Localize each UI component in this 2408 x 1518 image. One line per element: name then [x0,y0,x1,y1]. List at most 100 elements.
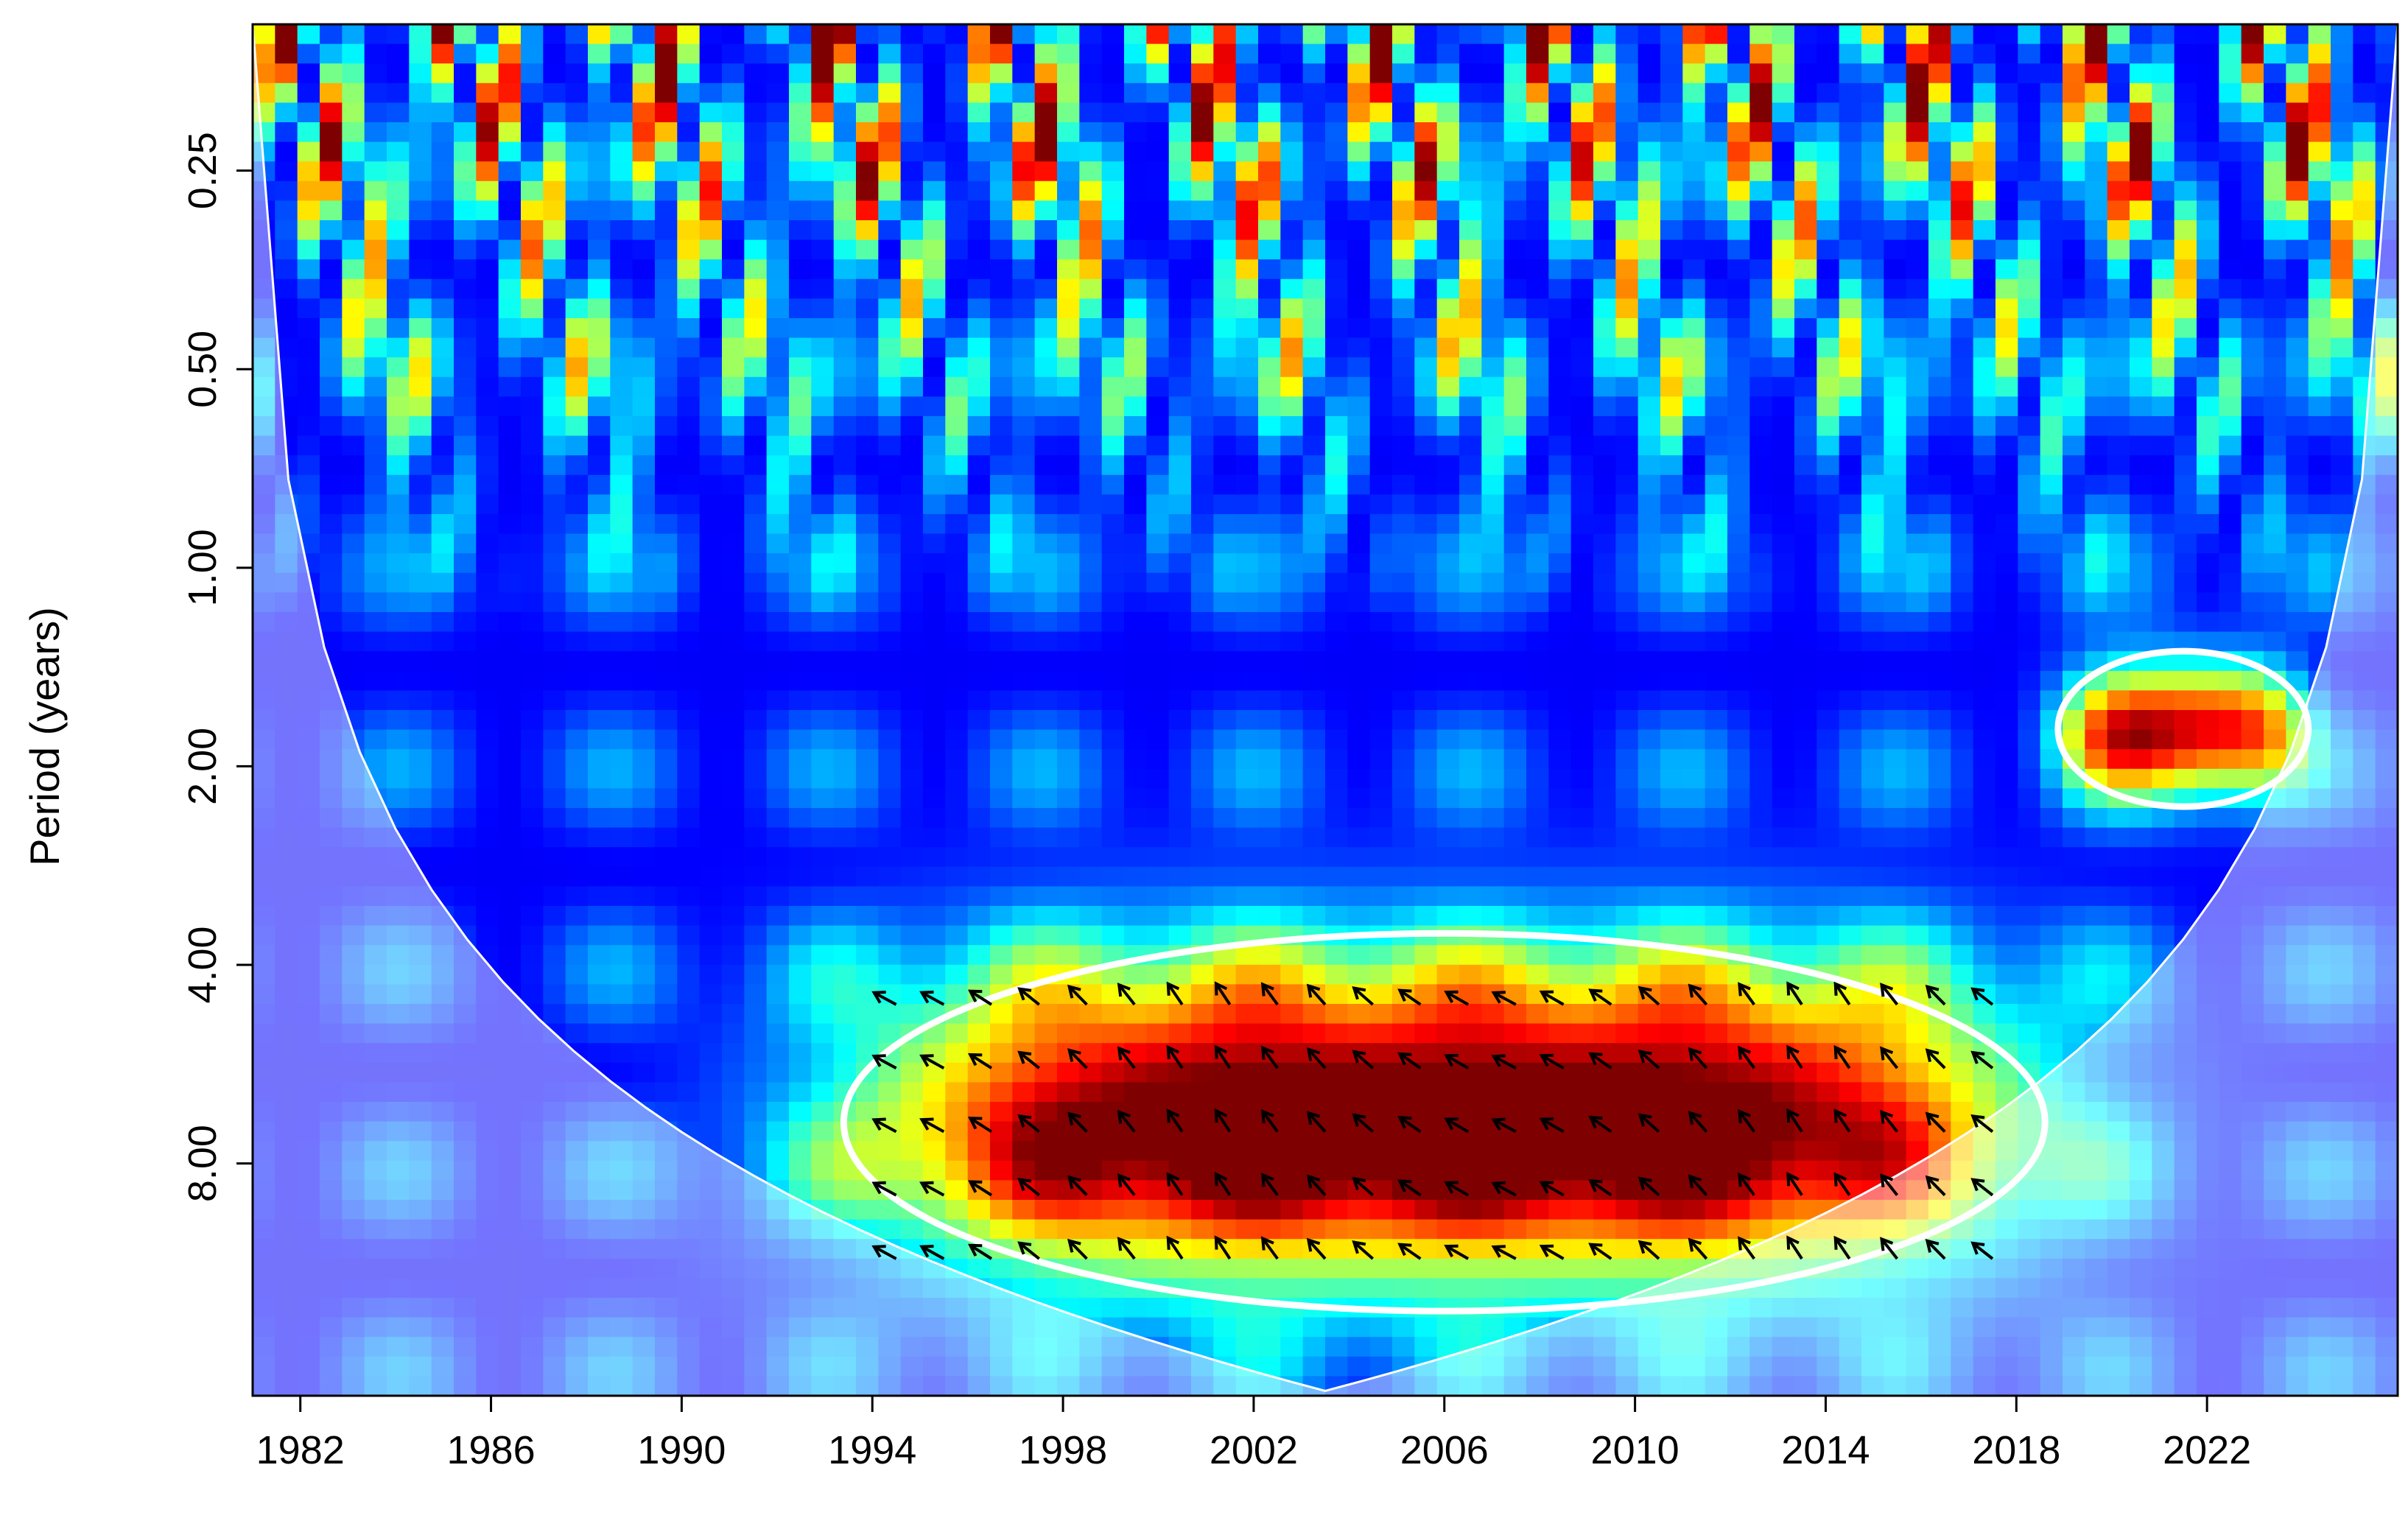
heat-cell [811,82,835,104]
heat-cell [1615,82,1639,104]
heat-cell [1079,82,1103,104]
heat-cell [1637,24,1661,45]
heat-cell [342,122,365,143]
heat-cell [1682,24,1706,45]
heat-cell [1392,63,1416,84]
heat-cell [498,24,522,45]
heat-cell [967,82,991,104]
heat-cell [1414,82,1438,104]
heat-cell [565,102,589,123]
heat-cell [1660,63,1684,84]
heat-cell [1459,102,1483,123]
heat-cell [565,122,589,143]
heat-cell [1503,82,1527,104]
heat-cell [1191,63,1215,84]
heatmap-cells [253,24,2398,1396]
heat-cell [632,43,656,64]
heat-cell [364,43,387,64]
heat-cell [833,102,857,123]
heat-cell [2197,82,2220,104]
heat-cell [2353,24,2376,45]
heat-cell [2018,24,2041,45]
heat-cell [1302,43,1326,64]
heat-cell [789,63,812,84]
heat-cell [2107,102,2130,123]
heat-cell [1012,43,1036,64]
heat-cell [833,63,857,84]
heat-cell [677,43,701,64]
heat-cell [2331,82,2354,104]
heat-cell [1973,63,1996,84]
heat-cell [2040,24,2063,45]
heat-cell [1861,82,1885,104]
heat-cell [1637,102,1661,123]
heat-cell [2152,82,2175,104]
heat-cell [2085,43,2108,64]
heat-cell [632,122,656,143]
heat-cell [2018,43,2041,64]
heat-cell [1995,63,2019,84]
heat-cell [1951,102,1974,123]
heat-cell [923,102,947,123]
heat-cell [1124,82,1148,104]
heat-cell [2063,43,2086,64]
heat-cell [1861,102,1885,123]
heat-cell [521,82,544,104]
heat-cell [454,82,477,104]
heat-cell [722,24,745,45]
heat-cell [1503,63,1527,84]
heat-cell [2375,102,2398,123]
heat-cell [1637,63,1661,84]
heat-cell [1436,24,1460,45]
heat-cell [2174,82,2197,104]
heat-cell [1727,82,1751,104]
heat-cell [967,102,991,123]
heat-cell [1213,102,1237,123]
heat-cell [1012,102,1036,123]
heat-cell [744,82,768,104]
heat-cell [1347,82,1371,104]
heat-cell [1861,43,1885,64]
heat-cell [833,82,857,104]
heat-cell [320,43,343,64]
heat-cell [1392,43,1416,64]
heat-cell [699,43,723,64]
heat-cell [2107,82,2130,104]
heat-cell [1503,43,1527,64]
heat-cell [1481,102,1505,123]
heat-cell [1861,63,1885,84]
heat-cell [677,63,701,84]
heat-cell [856,24,880,45]
heat-cell [1727,43,1751,64]
heat-cell [297,63,320,84]
heat-cell [521,63,544,84]
heat-cell [1168,102,1192,123]
heat-cell [1369,43,1393,64]
heat-cell [610,82,633,104]
heat-cell [565,43,589,64]
heat-cell [2063,24,2086,45]
heat-cell [632,24,656,45]
heat-cell [1369,102,1393,123]
heat-cell [1101,63,1125,84]
heat-cell [1839,24,1862,45]
heat-cell [2331,24,2354,45]
heat-cell [498,102,522,123]
heat-cell [543,122,566,143]
heat-cell [1593,43,1617,64]
heat-cell [2063,102,2086,123]
heat-cell [1772,24,1795,45]
heat-cell [1816,63,1840,84]
heat-cell [878,43,902,64]
heat-cell [1839,43,1862,64]
heat-cell [1168,24,1192,45]
heat-cell [1057,43,1081,64]
heat-cell [811,63,835,84]
heat-cell [431,122,454,143]
heat-cell [1034,82,1058,104]
heat-cell [1034,24,1058,45]
heat-cell [1548,24,1572,45]
heat-cell [454,43,477,64]
heat-cell [1906,102,1929,123]
heat-cell [2353,82,2376,104]
